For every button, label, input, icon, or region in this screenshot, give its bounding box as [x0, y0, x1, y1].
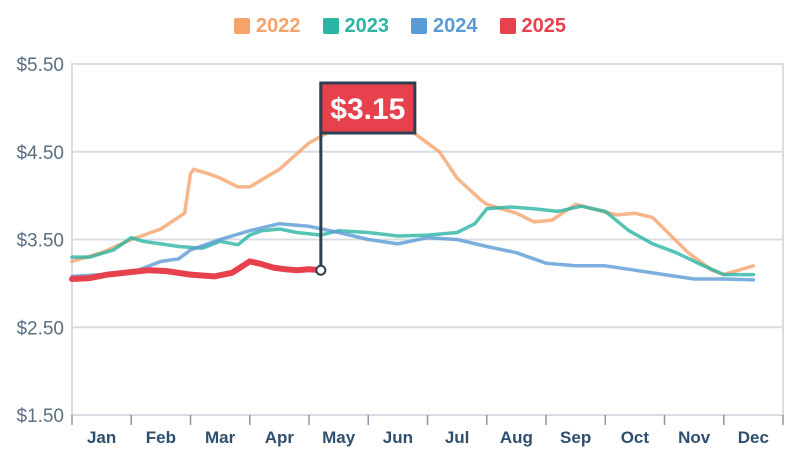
x-tick-label: May: [322, 428, 356, 447]
series-line-2022: [70, 110, 756, 277]
x-tick-label: Jul: [445, 428, 470, 447]
flag-label-box: [319, 81, 417, 135]
x-tick-label: Apr: [265, 428, 295, 447]
series-line-2023: [70, 204, 756, 277]
flag-point: [315, 264, 327, 276]
y-tick-label: $3.50: [16, 231, 64, 252]
legend-item-2022: 2022: [234, 15, 301, 38]
x-tick-label: Oct: [621, 428, 650, 447]
x-tick-label: Sep: [560, 428, 591, 447]
series-line-2025: [69, 258, 324, 282]
y-tick-label: $5.50: [16, 55, 64, 76]
series-line-2024: [70, 221, 756, 282]
x-tick-label: Dec: [738, 428, 769, 447]
legend-label: 2022: [256, 14, 301, 37]
legend-label: 2024: [433, 14, 478, 37]
chart-legend: 2022 2023 2024 2025: [0, 12, 800, 40]
x-tick-label: Nov: [678, 428, 711, 447]
x-tick-label: Aug: [500, 428, 533, 447]
legend-swatch: [234, 18, 250, 34]
x-tick-label: Jun: [383, 428, 413, 447]
x-tick-label: Mar: [205, 428, 236, 447]
legend-item-2023: 2023: [322, 14, 390, 38]
y-tick-label: $4.50: [16, 143, 64, 164]
legend-swatch: [322, 18, 339, 34]
legend-swatch: [499, 18, 516, 34]
x-tick-label: Jan: [87, 428, 116, 447]
legend-label: 2023: [344, 14, 390, 37]
legend-item-2025: 2025: [499, 14, 567, 38]
legend-swatch: [411, 18, 427, 34]
x-tick-label: Feb: [146, 428, 176, 447]
flag-label-text: $3.15: [330, 93, 405, 126]
y-tick-label: $1.50: [16, 406, 64, 427]
legend-item-2024: 2024: [411, 15, 478, 38]
y-tick-label: $2.50: [16, 318, 64, 339]
legend-label: 2025: [521, 14, 567, 37]
